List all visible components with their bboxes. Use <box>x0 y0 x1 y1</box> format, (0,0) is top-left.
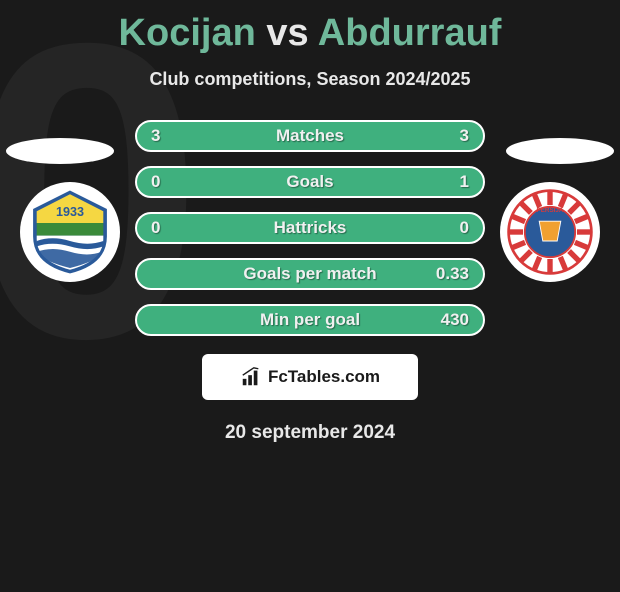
vs-text: vs <box>266 12 308 54</box>
stat-row: 3 Matches 3 <box>135 120 485 152</box>
badge-text: FcTables.com <box>268 367 380 387</box>
club-crest-left: 1933 <box>20 182 120 282</box>
stat-row: Goals per match 0.33 <box>135 258 485 290</box>
stat-right-value: 3 <box>460 126 469 146</box>
stat-right-value: 0.33 <box>436 264 469 284</box>
subtitle: Club competitions, Season 2024/2025 <box>0 69 620 90</box>
stat-right-value: 430 <box>441 310 469 330</box>
stat-row: 0 Goals 1 <box>135 166 485 198</box>
player1-name: Kocijan <box>119 12 256 54</box>
persija-crest-icon: PERSIJA <box>505 187 595 277</box>
persib-crest-icon: 1933 <box>25 187 115 277</box>
stat-left-value: 3 <box>151 126 160 146</box>
stat-label: Goals <box>286 172 333 192</box>
stat-label: Goals per match <box>243 264 376 284</box>
club-crest-right: PERSIJA <box>500 182 600 282</box>
stat-label: Matches <box>276 126 344 146</box>
svg-text:PERSIJA: PERSIJA <box>537 207 564 214</box>
ellipse-left <box>6 138 114 164</box>
source-badge: FcTables.com <box>202 354 418 400</box>
stat-left-value: 0 <box>151 218 160 238</box>
svg-text:1933: 1933 <box>56 205 84 219</box>
stat-row: Min per goal 430 <box>135 304 485 336</box>
stat-right-value: 0 <box>460 218 469 238</box>
stat-row: 0 Hattricks 0 <box>135 212 485 244</box>
comparison-title: Kocijan vs Abdurrauf <box>0 12 620 55</box>
stat-right-value: 1 <box>460 172 469 192</box>
stat-label: Hattricks <box>274 218 347 238</box>
stat-left-value: 0 <box>151 172 160 192</box>
date-text: 20 september 2024 <box>0 422 620 444</box>
player2-name: Abdurrauf <box>318 12 502 54</box>
ellipse-right <box>506 138 614 164</box>
stat-label: Min per goal <box>260 310 360 330</box>
chart-icon <box>240 366 262 388</box>
